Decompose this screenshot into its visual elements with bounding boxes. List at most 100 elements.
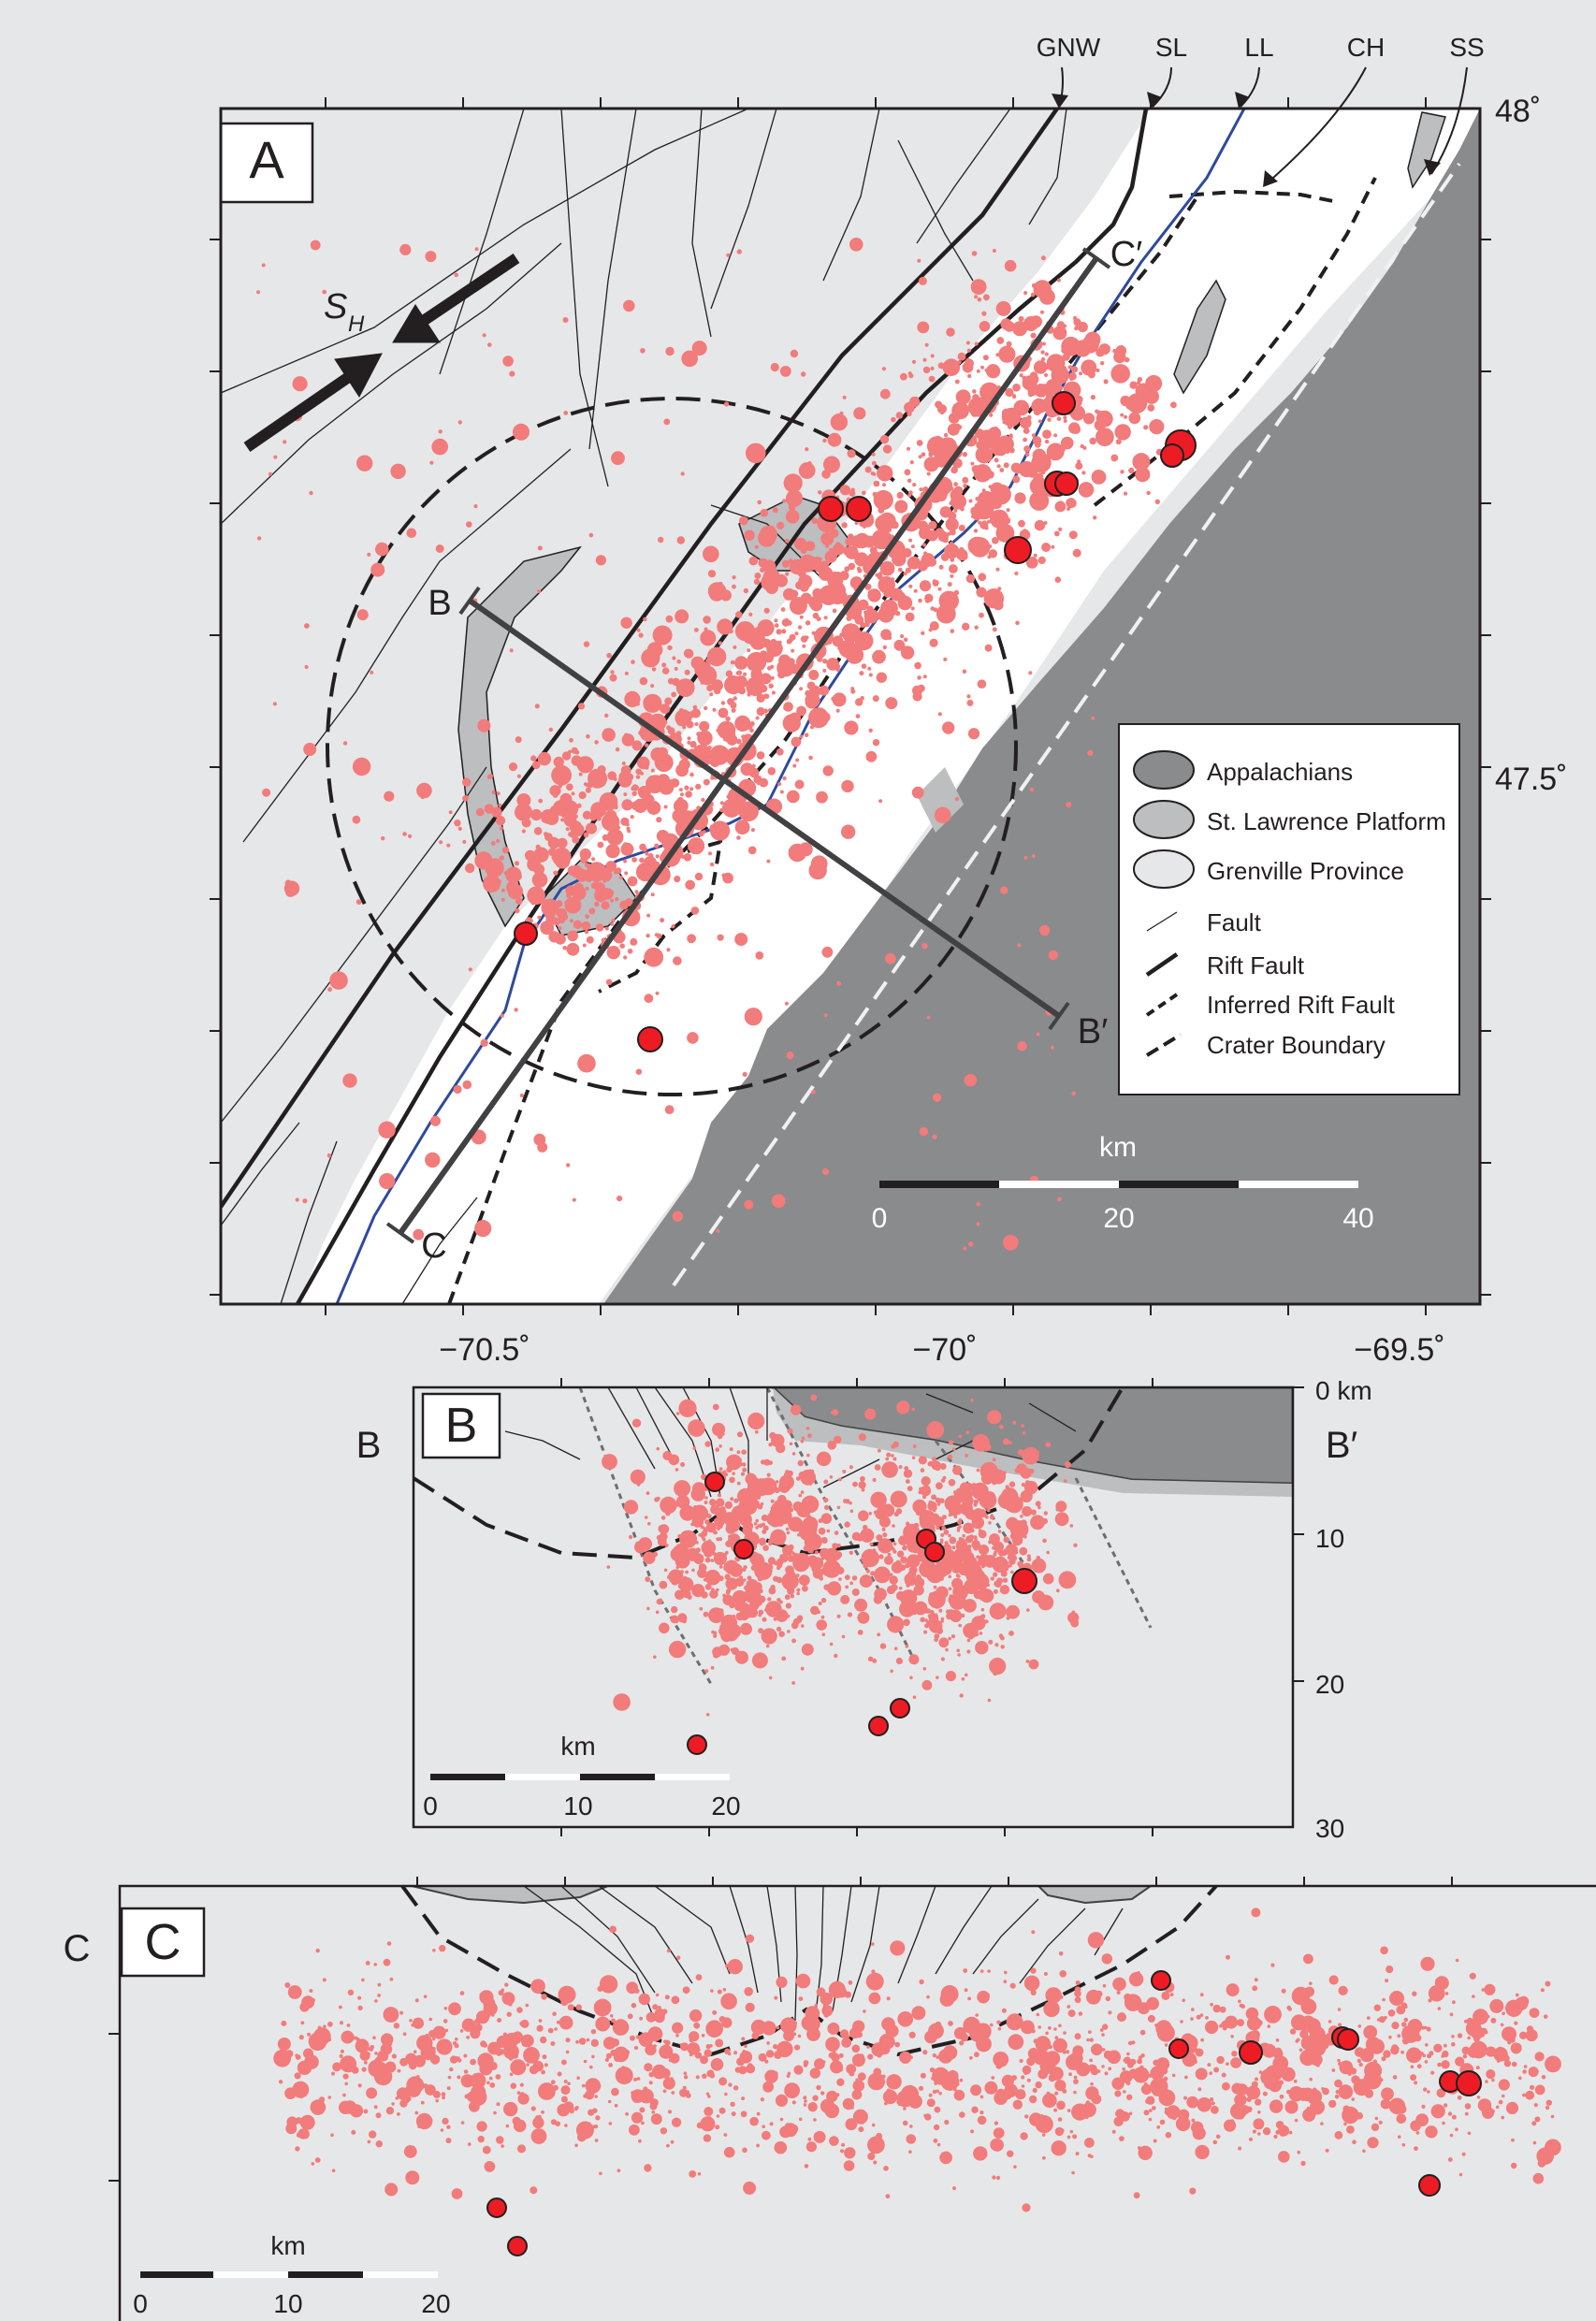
epicenter-small: [707, 582, 727, 601]
epicenter-small: [295, 1197, 299, 1202]
epicenter-small: [692, 704, 698, 710]
hypocenter-small: [720, 1506, 726, 1512]
epicenter-small: [700, 630, 717, 646]
epicenter-small: [533, 827, 543, 835]
epicenter-small: [905, 612, 915, 622]
epicenter-small: [999, 468, 1005, 472]
hypocenter-small: [747, 1412, 765, 1430]
epicenter-small: [859, 671, 864, 676]
legend-appalachians: Appalachians: [1207, 758, 1353, 786]
epicenter-small: [537, 589, 542, 594]
hypocenter-small: [1036, 2012, 1040, 2017]
epicenter-small: [821, 1168, 830, 1176]
hypocenter-small: [339, 2053, 343, 2058]
hypocenter-small: [1346, 2125, 1355, 2134]
hypocenter-small: [311, 2162, 315, 2166]
hypocenter-small: [476, 2121, 487, 2132]
epicenter-small: [652, 625, 673, 646]
hypocenter-small: [972, 1434, 990, 1452]
hypocenter-large: [868, 1716, 889, 1736]
hypocenter-small: [934, 1563, 949, 1578]
hypocenter-small: [605, 2053, 612, 2059]
hypocenter-small: [979, 1632, 983, 1635]
epicenter-small: [950, 629, 955, 633]
hypocenter-small: [1042, 1573, 1054, 1585]
hypocenter-small: [1490, 2017, 1497, 2024]
hypocenter-small: [778, 1631, 785, 1637]
hypocenter-small: [786, 1530, 791, 1535]
hypocenter-small: [1358, 2062, 1363, 2067]
epicenter-small: [878, 572, 883, 577]
epicenter-small: [651, 667, 657, 672]
epicenter-small: [630, 815, 634, 820]
hypocenter-small: [1066, 2109, 1071, 2112]
hypocenter-small: [818, 1518, 823, 1524]
hypocenter-small: [455, 2038, 458, 2041]
epicenter-small: [718, 641, 722, 646]
hypocenter-small: [1502, 2011, 1505, 2016]
epicenter-small: [912, 685, 922, 696]
epicenter-small: [726, 670, 733, 676]
hypocenter-small: [902, 2120, 908, 2126]
hypocenter-large: [1456, 2070, 1482, 2096]
hypocenter-small: [676, 1488, 680, 1493]
hypocenter-small: [671, 2091, 675, 2095]
hypocenter-small: [956, 1648, 960, 1653]
epicenter-small: [1057, 1197, 1062, 1202]
epicenter-small: [964, 1073, 978, 1087]
hypocenter-small: [1279, 2130, 1286, 2137]
hypocenter-small: [858, 1510, 869, 1522]
epicenter-small: [998, 345, 1016, 363]
hypocenter-small: [660, 2127, 668, 2135]
epicenter-small: [599, 792, 618, 811]
hypocenter-small: [804, 1576, 808, 1581]
epicenter-small: [921, 943, 928, 950]
hypocenter-small: [740, 1472, 746, 1476]
hypocenter-small: [793, 2065, 804, 2075]
hypocenter-small: [1525, 2090, 1535, 2100]
epicenter-small: [1028, 671, 1033, 675]
hypocenter-small: [446, 2125, 451, 2129]
hypocenter-small: [950, 1609, 963, 1622]
hypocenter-small: [1495, 2105, 1500, 2110]
epicenter-small: [838, 640, 857, 659]
hypocenter-small: [827, 2022, 840, 2035]
epicenter-small: [682, 725, 687, 730]
hypocenter-small: [984, 2081, 998, 2095]
hypocenter-small: [719, 1431, 725, 1436]
hypocenter-small: [1153, 2139, 1157, 2143]
lat-label-48: 48˚: [1495, 94, 1541, 129]
hypocenter-small: [1042, 1538, 1047, 1544]
hypocenter-small: [354, 2036, 358, 2040]
epicenter-small: [910, 606, 915, 611]
hypocenter-small: [820, 2091, 825, 2096]
epicenter-small: [790, 349, 799, 358]
epicenter-small: [284, 879, 292, 887]
hypocenter-small: [1051, 2140, 1066, 2156]
hypocenter-small: [872, 1548, 877, 1552]
hypocenter-small: [1164, 2043, 1168, 2047]
hypocenter-small: [936, 1502, 941, 1506]
epicenter-small: [818, 490, 822, 495]
epicenter-small: [1066, 802, 1072, 808]
epicenter-small: [922, 357, 927, 362]
hypocenter-small: [714, 1516, 725, 1528]
epicenter-small: [728, 629, 733, 634]
hypocenter-small: [703, 1527, 709, 1533]
epicenter-small: [689, 740, 697, 748]
epicenter-small: [610, 898, 615, 903]
epicenter-small: [977, 679, 987, 689]
epicenter-small: [782, 499, 787, 503]
hypocenter-small: [1351, 2075, 1360, 2084]
hypocenter-small: [1366, 2016, 1371, 2021]
hypocenter-small: [704, 1669, 709, 1674]
hypocenter-small: [482, 2145, 491, 2154]
epicenter-small: [687, 740, 691, 745]
hypocenter-small: [760, 1542, 764, 1546]
hypocenter-small: [1396, 2113, 1407, 2124]
hypocenter-small: [710, 2058, 724, 2071]
epicenter-small: [582, 810, 592, 820]
hypocenter-small: [315, 1948, 320, 1953]
epicenter-small: [685, 879, 695, 891]
hypocenter-small: [1295, 2039, 1299, 2043]
